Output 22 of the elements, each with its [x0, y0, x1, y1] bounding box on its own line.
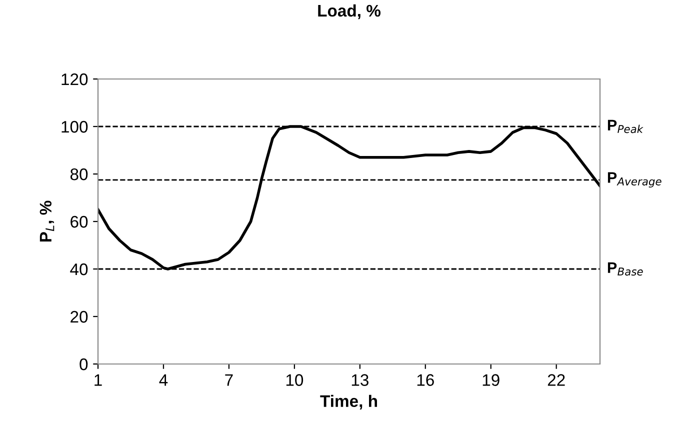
y-tick-label: 120: [62, 73, 88, 86]
x-tick-label: 10: [286, 374, 304, 386]
y-axis-title: P$_{L}$, %: [40, 200, 54, 242]
ref-line-label: P$_{Average}$: [608, 172, 662, 188]
x-tick-label: 19: [482, 374, 500, 386]
y-tick-label: 60: [70, 216, 88, 228]
x-axis-title: Time, h: [320, 394, 377, 410]
x-tick-label: 1: [94, 374, 102, 386]
ref-line-label: P$_{Base}$: [608, 262, 643, 276]
x-tick-label: 7: [225, 374, 233, 386]
chart-title: Load, %: [318, 4, 381, 20]
x-tick-label: 16: [417, 374, 434, 386]
y-tick-label: 40: [70, 263, 88, 276]
y-tick-label: 80: [70, 168, 88, 180]
line-series: [98, 125, 600, 270]
y-tick-label: 20: [70, 310, 88, 323]
x-tick-label: 13: [352, 374, 368, 386]
ref-line-label: P$_{Peak}$: [608, 120, 644, 134]
y-tick-label: 0: [80, 358, 88, 370]
x-tick-label: 22: [548, 374, 565, 386]
x-tick-label: 4: [159, 374, 168, 386]
y-tick-label: 100: [62, 120, 88, 133]
